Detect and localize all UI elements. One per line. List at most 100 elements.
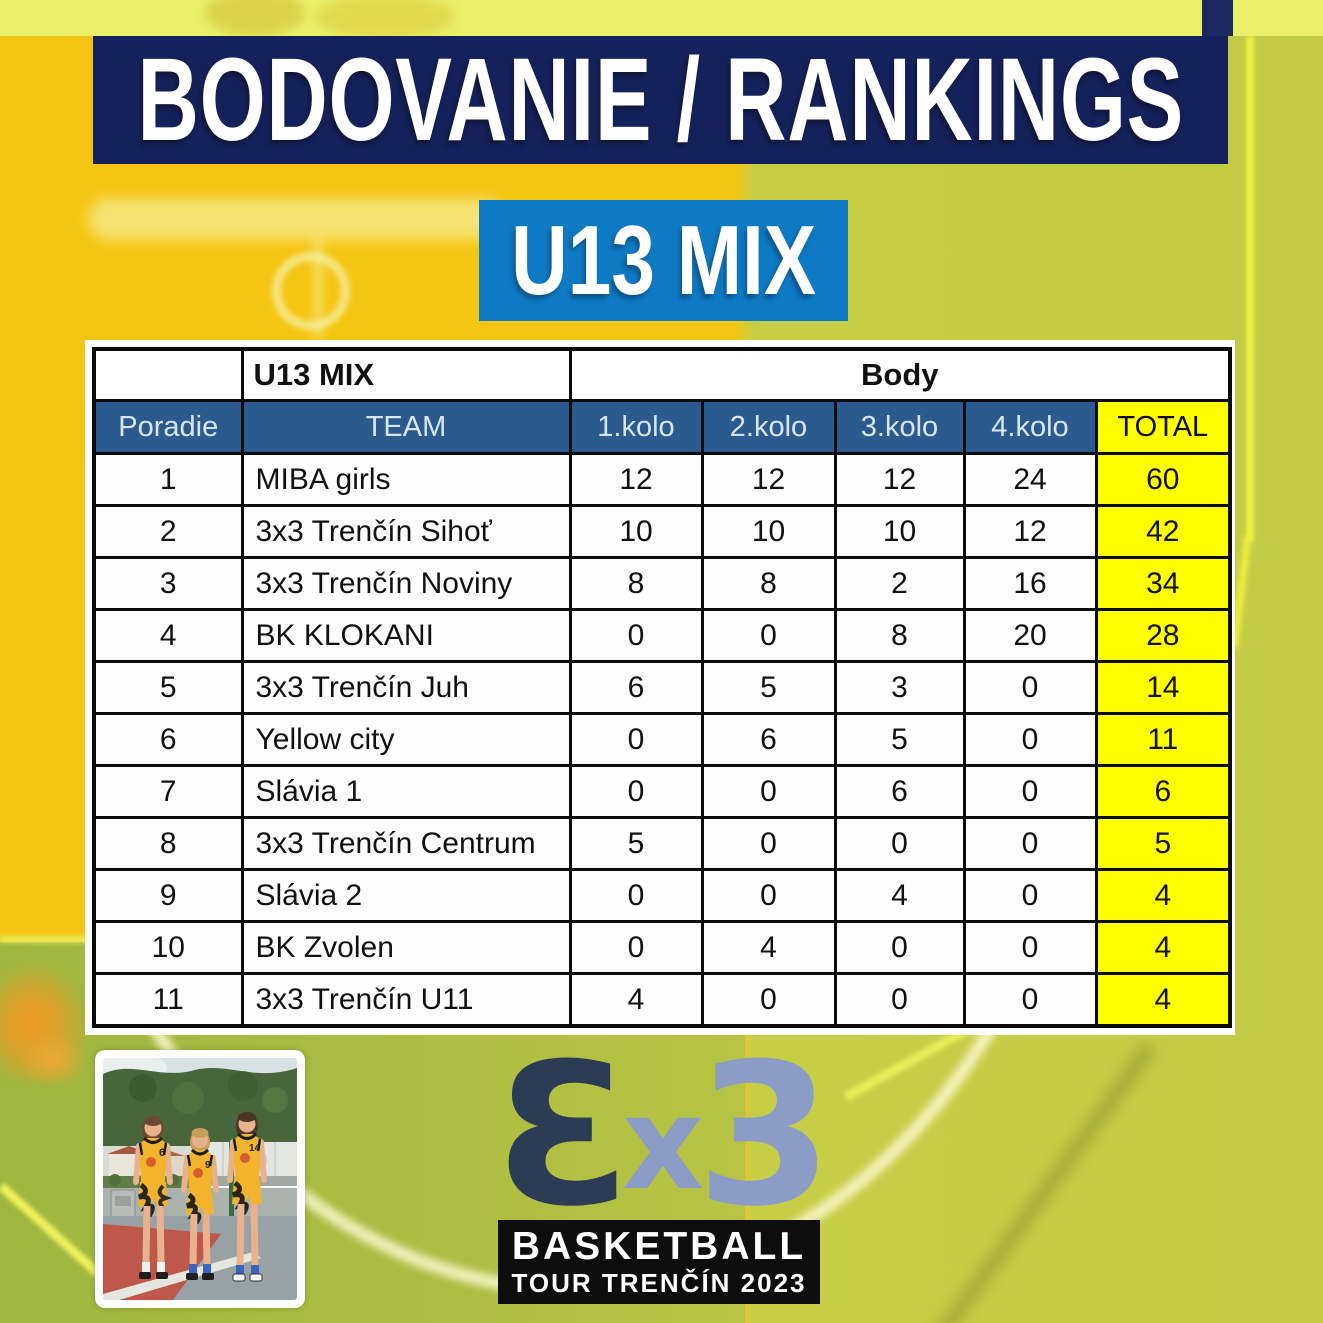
cell-team: 3x3 Trenčín Sihoť (240, 504, 572, 559)
group-header-points: Body (568, 347, 1232, 402)
svg-text:6: 6 (159, 1147, 165, 1159)
cell-round1: 0 (568, 764, 704, 819)
cell-round2: 0 (700, 608, 837, 663)
cell-total: 42 (1094, 504, 1232, 559)
cell-round4: 16 (962, 556, 1098, 611)
cell-total: 14 (1094, 660, 1232, 715)
cell-round4: 20 (962, 608, 1098, 663)
table-row: 11 3x3 Trenčín U11 4 0 0 0 4 (92, 972, 1232, 1028)
cell-round4: 0 (962, 816, 1098, 871)
cell-rank: 7 (92, 764, 244, 819)
cell-round1: 0 (568, 608, 704, 663)
blank-cell (92, 347, 244, 402)
player-right: 14 (227, 1112, 267, 1282)
cell-round3: 8 (833, 608, 966, 663)
cell-round3: 0 (833, 972, 966, 1028)
cell-round3: 3 (833, 660, 966, 715)
cell-round2: 12 (700, 452, 837, 507)
cell-total: 4 (1094, 920, 1232, 975)
cell-rank: 3 (92, 556, 244, 611)
cell-round1: 4 (568, 972, 704, 1028)
cell-total: 28 (1094, 608, 1232, 663)
court-blur-blob (205, 0, 305, 36)
cell-team: 3x3 Trenčín Noviny (240, 556, 572, 611)
table-row: 8 3x3 Trenčín Centrum 5 0 0 0 5 (92, 816, 1232, 871)
cell-round2: 8 (700, 556, 837, 611)
cell-rank: 8 (92, 816, 244, 871)
table-row: 2 3x3 Trenčín Sihoť 10 10 10 12 42 (92, 504, 1232, 559)
logo-line2: TOUR TRENČÍN 2023 (511, 1268, 807, 1298)
table-row: 4 BK KLOKANI 0 0 8 20 28 (92, 608, 1232, 663)
svg-text:9: 9 (205, 1160, 211, 1171)
player-left: 6 (133, 1116, 173, 1279)
cell-round1: 12 (568, 452, 704, 507)
hoop-backboard-blur (88, 198, 503, 240)
cell-rank: 6 (92, 712, 244, 767)
footer-logo-3x3: 3 x 3 (493, 1022, 832, 1250)
cell-rank: 1 (92, 452, 244, 507)
svg-text:14: 14 (249, 1143, 261, 1154)
cell-rank: 4 (92, 608, 244, 663)
cell-total: 34 (1094, 556, 1232, 611)
logo-mirrored-3: 3 (493, 1021, 630, 1250)
cell-round3: 6 (833, 764, 966, 819)
logo-x: x (621, 1069, 705, 1219)
cell-round1: 0 (568, 868, 704, 923)
cell-round4: 0 (962, 920, 1098, 975)
cell-round3: 2 (833, 556, 966, 611)
court-top-band (0, 0, 1323, 36)
cell-total: 6 (1094, 764, 1232, 819)
cell-round4: 0 (962, 764, 1098, 819)
cell-round4: 0 (962, 868, 1098, 923)
cell-round3: 0 (833, 816, 966, 871)
cell-team: MIBA girls (240, 452, 572, 507)
cell-round1: 0 (568, 920, 704, 975)
cell-rank: 2 (92, 504, 244, 559)
col-header-round3: 3.kolo (833, 399, 966, 455)
cell-team: Slávia 1 (240, 764, 572, 819)
cell-rank: 11 (92, 972, 244, 1028)
table-row: 10 BK Zvolen 0 4 0 0 4 (92, 920, 1232, 975)
cell-round2: 0 (700, 764, 837, 819)
cell-round1: 10 (568, 504, 704, 559)
cell-rank: 10 (92, 920, 244, 975)
cell-round4: 0 (962, 660, 1098, 715)
cell-round1: 6 (568, 660, 704, 715)
cell-round4: 0 (962, 972, 1098, 1028)
cell-round2: 4 (700, 920, 837, 975)
cell-round4: 0 (962, 712, 1098, 767)
rankings-table-frame: U13 MIX Body Poradie TEAM 1.kolo 2.kolo … (85, 340, 1235, 1035)
cell-round2: 5 (700, 660, 837, 715)
cell-team: Slávia 2 (240, 868, 572, 923)
table-row: 3 3x3 Trenčín Noviny 8 8 2 16 34 (92, 556, 1232, 611)
table-row: 1 MIBA girls 12 12 12 24 60 (92, 452, 1232, 507)
court-blur-blob (315, 0, 455, 38)
cell-round3: 10 (833, 504, 966, 559)
footer-logo-box: BASKETBALL TOUR TRENČÍN 2023 (498, 1220, 820, 1304)
player-middle: 9 (181, 1128, 219, 1280)
cell-team: 3x3 Trenčín Juh (240, 660, 572, 715)
table-group-row: U13 MIX Body (92, 347, 1232, 402)
cell-round2: 10 (700, 504, 837, 559)
team-photo-frame: 6 9 (95, 1050, 305, 1308)
table-row: 6 Yellow city 0 6 5 0 11 (92, 712, 1232, 767)
cell-total: 5 (1094, 816, 1232, 871)
cell-round1: 0 (568, 712, 704, 767)
cell-round3: 0 (833, 920, 966, 975)
cell-round2: 0 (700, 972, 837, 1028)
cell-total: 11 (1094, 712, 1232, 767)
table-header-row: Poradie TEAM 1.kolo 2.kolo 3.kolo 4.kolo… (92, 399, 1232, 455)
group-header-category: U13 MIX (240, 347, 572, 402)
category-badge: U13 MIX (479, 200, 848, 321)
page-title: BODOVANIE / RANKINGS (137, 34, 1184, 166)
col-header-team: TEAM (240, 399, 572, 455)
col-header-round2: 2.kolo (700, 399, 837, 455)
logo-3: 3 (696, 1021, 833, 1250)
cell-round2: 6 (700, 712, 837, 767)
cell-round1: 5 (568, 816, 704, 871)
cell-round3: 12 (833, 452, 966, 507)
cell-team: 3x3 Trenčín Centrum (240, 816, 572, 871)
cell-rank: 9 (92, 868, 244, 923)
